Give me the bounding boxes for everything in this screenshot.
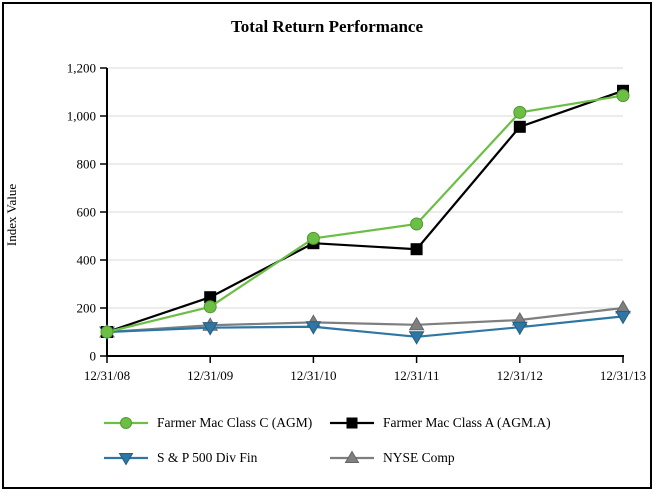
triangle-up-marker-icon (408, 316, 425, 331)
sp500-marker-icon (104, 453, 148, 466)
plot-area: 0 200 400 600 800 1,000 1,200 12/31/08 12/31/09 1… (67, 61, 646, 384)
legend-item-farmer-mac-class-c: Farmer Mac Class C (AGM) (104, 414, 312, 432)
y-tick-label: 800 (77, 157, 97, 172)
legend-label: NYSE Comp (383, 450, 455, 465)
y-tick-label: 1,000 (67, 109, 96, 124)
circle-marker-icon (306, 231, 320, 245)
series-line (106, 306, 624, 334)
x-tick-label: 12/31/09 (187, 368, 233, 383)
legend-label: Farmer Mac Class C (AGM) (157, 415, 313, 430)
series-0 (100, 89, 630, 339)
triangle-down-marker-icon (118, 453, 134, 466)
legend-item-farmer-mac-class-a: Farmer Mac Class A (AGM.A) (330, 414, 551, 432)
y-tick-label: 0 (90, 349, 97, 364)
y-tick-label: 1,200 (67, 61, 96, 76)
chart-frame: Total Return Performance Index Value 0 20… (2, 2, 652, 489)
circle-marker-icon (100, 325, 114, 339)
triangle-down-marker-icon (615, 310, 631, 325)
class-c-marker-icon (104, 417, 148, 429)
circle-marker-icon (203, 300, 217, 314)
series-line (106, 89, 624, 334)
x-tick-label: 12/31/08 (84, 368, 130, 383)
triangle-down-marker-icon (202, 322, 219, 336)
series-line (106, 315, 624, 338)
chart-title: Total Return Performance (231, 17, 423, 36)
triangle-down-marker-icon (408, 331, 425, 345)
square-marker-icon (513, 120, 526, 133)
y-tick-label: 400 (77, 253, 97, 268)
x-tick-label: 12/31/11 (394, 368, 440, 383)
square-marker-icon (346, 417, 358, 429)
triangle-down-marker-icon (305, 321, 322, 335)
x-tick-label: 12/31/13 (600, 368, 646, 383)
triangle-up-marker-icon (344, 450, 360, 463)
legend-label: Farmer Mac Class A (AGM.A) (383, 415, 551, 430)
x-tick-label: 12/31/12 (497, 368, 543, 383)
series-line (106, 94, 624, 334)
square-marker-icon (204, 291, 217, 304)
legend-label: S & P 500 Div Fin (157, 450, 258, 465)
legend-item-nyse-comp: NYSE Comp (330, 449, 455, 467)
circle-marker-icon (513, 105, 527, 119)
square-marker-icon (410, 243, 423, 256)
circle-marker-icon (120, 417, 132, 429)
circle-marker-icon (616, 89, 630, 103)
legend-item-sp500-div-fin: S & P 500 Div Fin (104, 449, 257, 467)
class-a-marker-icon (330, 417, 374, 429)
circle-marker-icon (410, 217, 424, 231)
x-tick-label: 12/31/10 (290, 368, 336, 383)
nyse-marker-icon (330, 450, 374, 463)
y-tick-label: 600 (77, 205, 97, 220)
series-1 (101, 84, 629, 338)
y-tick-label: 200 (77, 301, 97, 316)
triangle-down-marker-icon (511, 321, 528, 336)
